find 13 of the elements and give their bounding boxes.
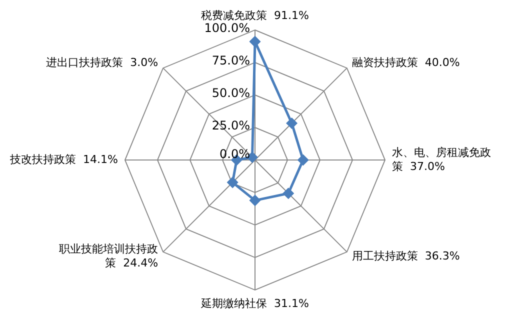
y-tick-label: 0.0% xyxy=(220,147,250,162)
y-tick-label: 100.0% xyxy=(204,21,250,36)
spoke-label: 税费减免政策 91.1% xyxy=(201,8,309,22)
spoke-label: 水、电、房租减免政策 37.0% xyxy=(392,146,491,173)
spoke-label: 融资扶持政策 40.0% xyxy=(352,56,460,69)
spoke-label: 职业技能培训扶持政策 24.4% xyxy=(59,242,158,270)
spoke-label: 延期缴纳社保 31.1% xyxy=(200,296,309,310)
spoke-label: 进出口扶持政策 3.0% xyxy=(46,56,158,69)
y-tick-label: 50.0% xyxy=(212,86,250,100)
spoke-label: 用工扶持政策 36.3% xyxy=(352,250,460,263)
y-tick-label: 25.0% xyxy=(212,118,250,133)
y-tick-label: 75.0% xyxy=(212,54,250,68)
spoke-label: 技改扶持政策 14.1% xyxy=(9,152,118,166)
